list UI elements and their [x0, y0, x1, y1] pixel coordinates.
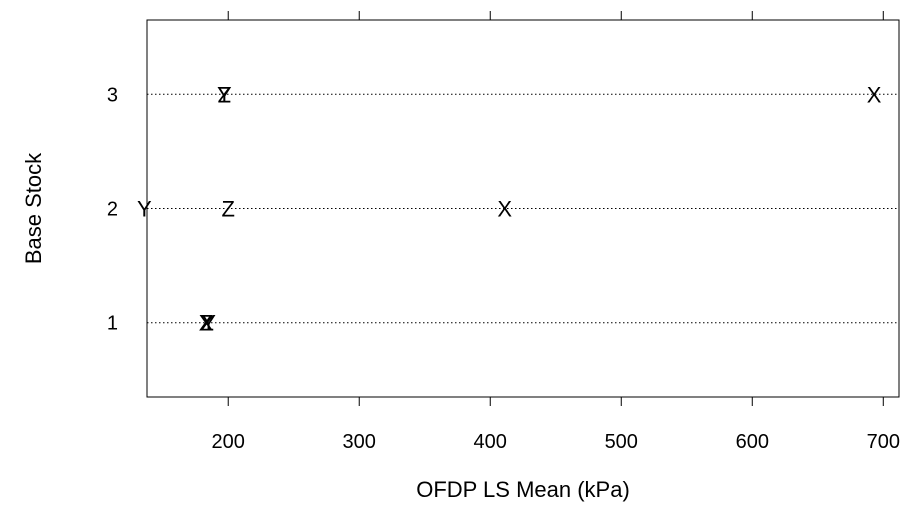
- y-axis-ticks: 1 2 3: [107, 84, 118, 334]
- x-tick-label: 400: [474, 431, 507, 453]
- gridlines: [147, 93, 899, 324]
- data-point-x: X: [199, 311, 214, 336]
- x-tick-label: 500: [605, 431, 638, 453]
- x-tick-label: 200: [212, 431, 245, 453]
- data-point-y: Y: [201, 311, 216, 336]
- plot-frame: [146, 19, 900, 398]
- y-tick-label: 1: [107, 313, 118, 335]
- x-tick-label: 300: [343, 431, 376, 453]
- data-point-x: X: [867, 82, 882, 107]
- data-point-x: X: [497, 197, 512, 222]
- x-axis-title: OFDP LS Mean (kPa): [416, 477, 630, 502]
- data-point-y: Y: [217, 82, 232, 107]
- x-tick-label: 600: [736, 431, 769, 453]
- data-point-z: Z: [221, 197, 234, 222]
- x-tick-label: 700: [867, 431, 900, 453]
- y-tick-label: 2: [107, 199, 118, 221]
- y-axis-title: Base Stock: [21, 152, 46, 264]
- data-point-z: Z: [201, 311, 214, 336]
- y-tick-label: 3: [107, 84, 118, 106]
- data-point-z: Z: [218, 82, 231, 107]
- x-axis-ticks: 200 300 400 500 600 700: [212, 11, 900, 453]
- data-point-y: Y: [137, 197, 152, 222]
